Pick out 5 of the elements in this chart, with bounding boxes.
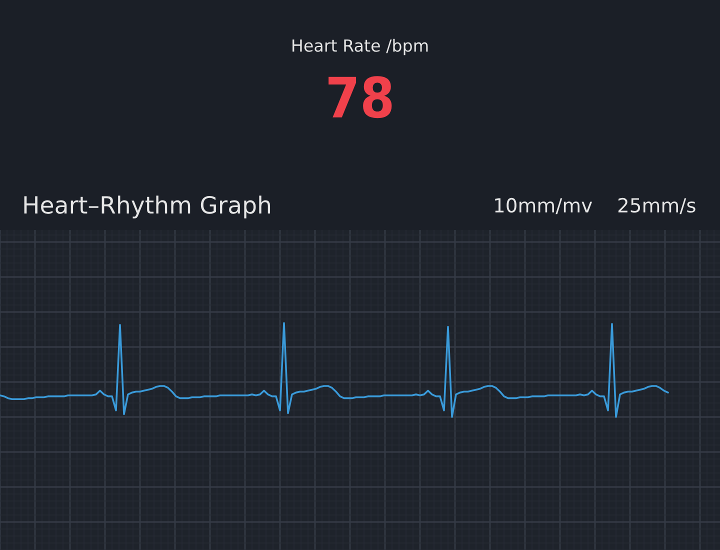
text: 10mm/mv xyxy=(495,198,592,214)
text: Heart Rate /bpm xyxy=(292,38,428,56)
text: 25mm/s xyxy=(618,198,696,214)
text: 78 xyxy=(328,76,392,118)
chart-title: Heart–Rhythm Graph xyxy=(24,196,270,218)
